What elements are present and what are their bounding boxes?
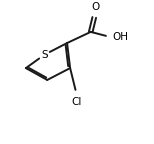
Text: O: O — [91, 2, 99, 12]
Text: OH: OH — [113, 32, 129, 42]
Text: S: S — [41, 50, 47, 60]
Text: Cl: Cl — [72, 97, 82, 107]
